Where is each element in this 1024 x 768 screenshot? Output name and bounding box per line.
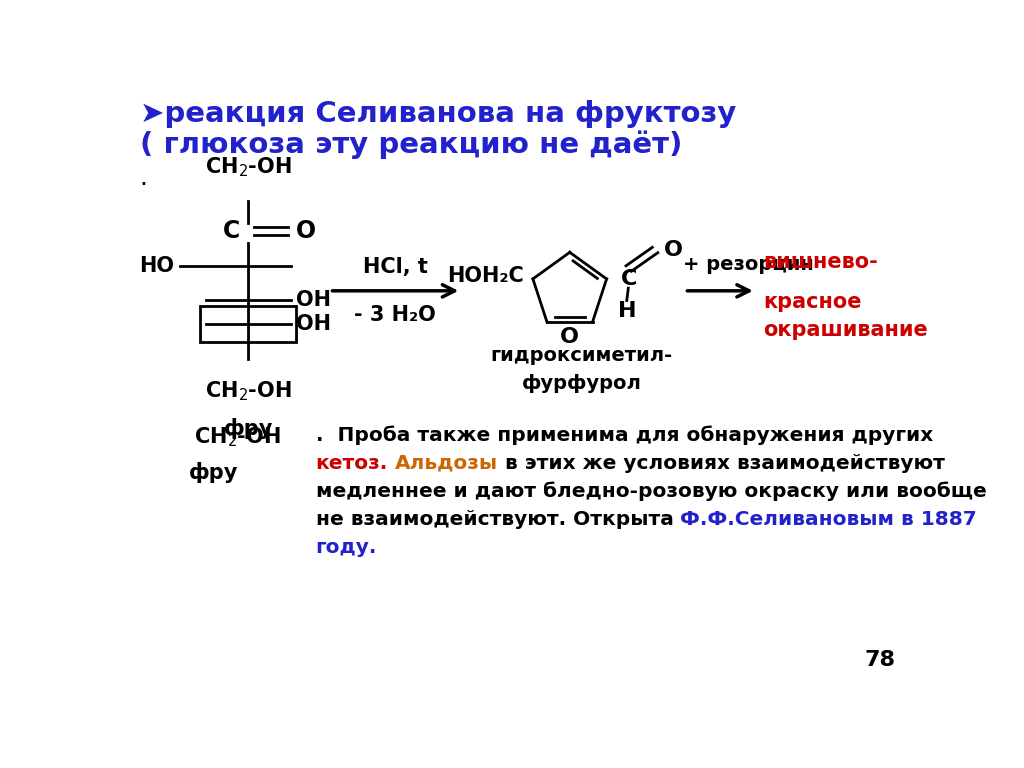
Text: ➤реакция Селиванова на фруктозу: ➤реакция Селиванова на фруктозу xyxy=(139,100,736,127)
Text: фурфурол: фурфурол xyxy=(521,374,641,393)
Text: ( глюкоза эту реакцию не даёт): ( глюкоза эту реакцию не даёт) xyxy=(139,131,682,159)
Bar xyxy=(200,306,296,342)
Text: C: C xyxy=(222,219,240,243)
Text: Альдозы: Альдозы xyxy=(395,454,498,472)
Text: Ф.Ф.Селивановым в 1887: Ф.Ф.Селивановым в 1887 xyxy=(680,510,977,529)
Text: красное: красное xyxy=(764,293,862,313)
Text: HO: HO xyxy=(139,257,174,276)
Text: в этих же условиях взаимодействуют: в этих же условиях взаимодействуют xyxy=(498,454,945,472)
Text: году.: году. xyxy=(315,538,377,557)
Text: - 3 H₂O: - 3 H₂O xyxy=(354,305,436,325)
Text: O: O xyxy=(296,219,316,243)
Text: O: O xyxy=(664,240,683,260)
Text: CH$_2$-OH: CH$_2$-OH xyxy=(205,156,292,179)
Text: + резорцин: + резорцин xyxy=(683,255,814,274)
Text: медленнее и дают бледно-розовую окраску или вообще: медленнее и дают бледно-розовую окраску … xyxy=(315,482,986,502)
Text: гидроксиметил-: гидроксиметил- xyxy=(490,346,673,366)
Text: C: C xyxy=(621,269,637,289)
Text: .: . xyxy=(139,166,147,190)
Text: CH$_2$-OH: CH$_2$-OH xyxy=(205,379,292,403)
Text: OH: OH xyxy=(296,314,331,334)
Text: HOH₂C: HOH₂C xyxy=(446,266,523,286)
Text: HCl, t: HCl, t xyxy=(362,257,428,277)
Text: CH$_2$-OH: CH$_2$-OH xyxy=(194,425,281,449)
Text: O: O xyxy=(560,326,580,346)
Text: фру: фру xyxy=(223,418,272,439)
Text: H: H xyxy=(617,301,636,321)
Text: кетоз.: кетоз. xyxy=(315,454,388,472)
Text: окрашивание: окрашивание xyxy=(764,320,928,340)
Text: вишнево-: вишнево- xyxy=(764,252,879,272)
Text: 78: 78 xyxy=(864,650,895,670)
Text: .  Проба также применима для обнаружения других: . Проба также применима для обнаружения … xyxy=(315,425,933,445)
Text: фру: фру xyxy=(188,462,238,483)
Text: OH: OH xyxy=(296,290,331,310)
Text: не взаимодействуют. Открыта: не взаимодействуют. Открыта xyxy=(315,510,680,529)
